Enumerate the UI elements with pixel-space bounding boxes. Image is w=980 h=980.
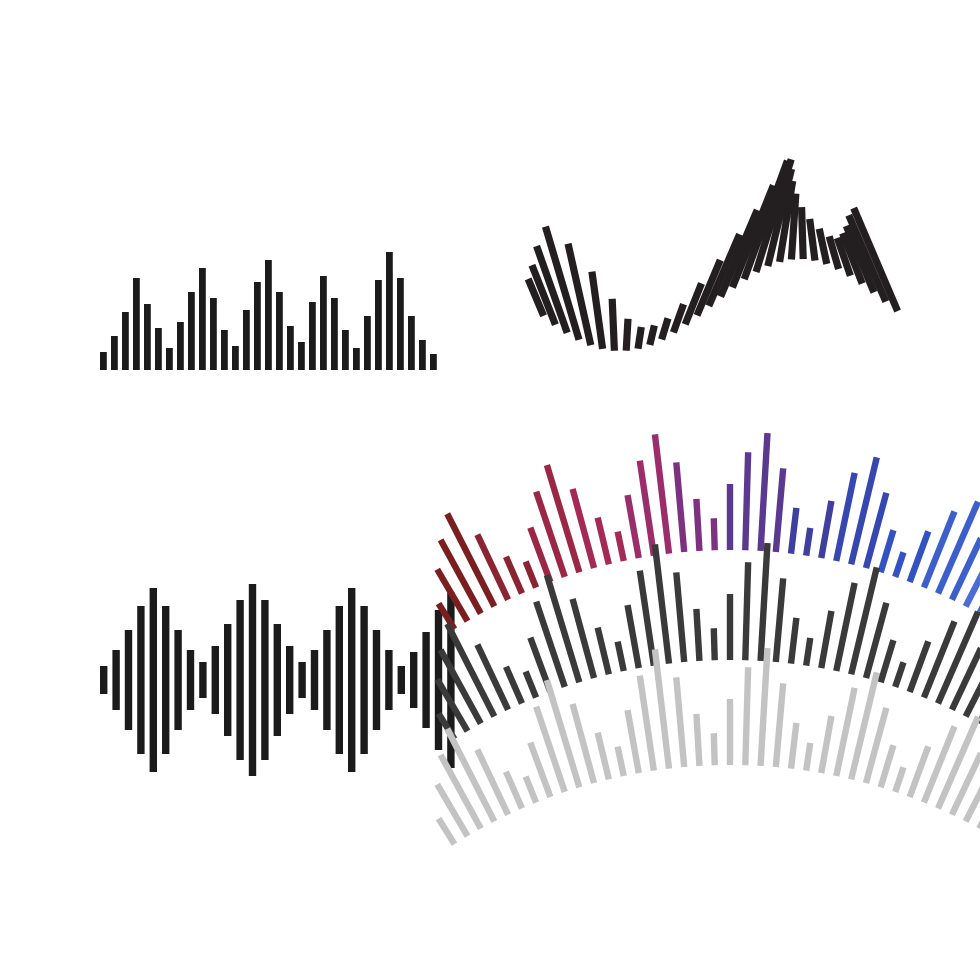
soundwave-flat-icon [100,230,440,370]
soundwave-icon-set [0,0,980,980]
soundwave-arc-stack-icon [520,510,940,900]
soundwave-wavy-icon [540,170,910,370]
soundwave-mirrored-icon [100,580,430,780]
